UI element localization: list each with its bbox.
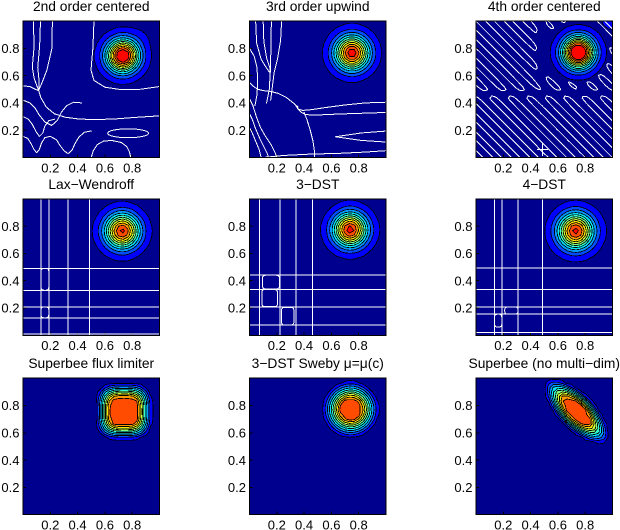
svg-text:0.2: 0.2	[268, 518, 286, 530]
svg-text:0.8: 0.8	[1, 41, 19, 56]
svg-text:0.8: 0.8	[350, 160, 368, 175]
svg-text:0.8: 0.8	[123, 338, 141, 353]
svg-text:0.2: 0.2	[41, 338, 59, 353]
svg-text:0.4: 0.4	[522, 338, 540, 353]
svg-text:0.4: 0.4	[69, 518, 87, 530]
svg-text:0.6: 0.6	[228, 68, 246, 83]
svg-text:0.2: 0.2	[494, 160, 512, 175]
svg-text:0.2: 0.2	[1, 123, 19, 138]
svg-text:Superbee (no multi−dim): Superbee (no multi−dim)	[469, 356, 620, 371]
svg-text:0.6: 0.6	[454, 426, 472, 441]
svg-text:0.8: 0.8	[576, 160, 594, 175]
svg-text:0.4: 0.4	[522, 160, 540, 175]
svg-text:0.2: 0.2	[41, 518, 59, 530]
svg-text:0.6: 0.6	[549, 518, 567, 530]
svg-text:0.8: 0.8	[123, 160, 141, 175]
svg-text:0.2: 0.2	[454, 123, 472, 138]
svg-text:4th order centered: 4th order centered	[488, 0, 601, 14]
svg-text:0.2: 0.2	[1, 480, 19, 495]
svg-text:0.6: 0.6	[454, 246, 472, 261]
svg-text:0.6: 0.6	[1, 426, 19, 441]
svg-text:0.8: 0.8	[350, 518, 368, 530]
svg-text:0.6: 0.6	[322, 160, 340, 175]
svg-text:0.2: 0.2	[268, 160, 286, 175]
svg-text:0.2: 0.2	[454, 301, 472, 316]
svg-text:0.8: 0.8	[350, 338, 368, 353]
svg-text:0.8: 0.8	[576, 338, 594, 353]
svg-text:0.4: 0.4	[1, 453, 19, 468]
svg-text:0.8: 0.8	[454, 219, 472, 234]
svg-text:0.8: 0.8	[228, 398, 246, 413]
svg-text:0.4: 0.4	[454, 273, 472, 288]
svg-text:0.4: 0.4	[295, 518, 313, 530]
svg-text:0.6: 0.6	[96, 518, 114, 530]
svg-text:0.4: 0.4	[295, 160, 313, 175]
svg-text:Superbee flux limiter: Superbee flux limiter	[28, 356, 154, 371]
svg-text:0.6: 0.6	[549, 160, 567, 175]
svg-text:0.4: 0.4	[454, 96, 472, 111]
svg-text:0.6: 0.6	[322, 518, 340, 530]
svg-text:0.6: 0.6	[228, 246, 246, 261]
svg-text:0.8: 0.8	[123, 518, 141, 530]
svg-text:0.4: 0.4	[228, 453, 246, 468]
svg-text:0.2: 0.2	[228, 123, 246, 138]
svg-text:0.4: 0.4	[522, 518, 540, 530]
svg-text:0.4: 0.4	[69, 160, 87, 175]
svg-text:0.8: 0.8	[1, 398, 19, 413]
svg-text:0.4: 0.4	[1, 96, 19, 111]
svg-text:0.4: 0.4	[69, 338, 87, 353]
svg-text:0.6: 0.6	[454, 68, 472, 83]
svg-text:0.8: 0.8	[454, 398, 472, 413]
svg-text:0.2: 0.2	[41, 160, 59, 175]
svg-text:0.6: 0.6	[322, 338, 340, 353]
svg-text:0.2: 0.2	[1, 301, 19, 316]
svg-text:3rd order upwind: 3rd order upwind	[266, 0, 370, 14]
svg-text:0.8: 0.8	[228, 219, 246, 234]
svg-text:0.2: 0.2	[268, 338, 286, 353]
svg-text:0.6: 0.6	[549, 338, 567, 353]
svg-text:0.2: 0.2	[228, 480, 246, 495]
svg-text:0.6: 0.6	[96, 160, 114, 175]
svg-text:0.4: 0.4	[1, 273, 19, 288]
svg-text:0.6: 0.6	[1, 68, 19, 83]
svg-text:0.4: 0.4	[228, 96, 246, 111]
svg-text:0.6: 0.6	[96, 338, 114, 353]
svg-text:0.4: 0.4	[454, 453, 472, 468]
svg-text:0.2: 0.2	[228, 301, 246, 316]
svg-text:0.2: 0.2	[454, 480, 472, 495]
svg-text:3−DST Sweby μ=μ(c): 3−DST Sweby μ=μ(c)	[252, 356, 384, 371]
svg-text:0.6: 0.6	[228, 426, 246, 441]
svg-text:0.4: 0.4	[295, 338, 313, 353]
svg-text:0.8: 0.8	[1, 219, 19, 234]
svg-text:3−DST: 3−DST	[296, 177, 340, 192]
svg-text:0.8: 0.8	[576, 518, 594, 530]
svg-text:Lax−Wendroff: Lax−Wendroff	[48, 177, 134, 192]
svg-text:0.4: 0.4	[228, 273, 246, 288]
svg-text:0.2: 0.2	[494, 338, 512, 353]
svg-text:2nd order centered: 2nd order centered	[33, 0, 150, 14]
svg-text:4−DST: 4−DST	[523, 177, 567, 192]
svg-text:0.2: 0.2	[494, 518, 512, 530]
svg-text:0.8: 0.8	[228, 41, 246, 56]
svg-text:0.6: 0.6	[1, 246, 19, 261]
svg-text:0.8: 0.8	[454, 41, 472, 56]
